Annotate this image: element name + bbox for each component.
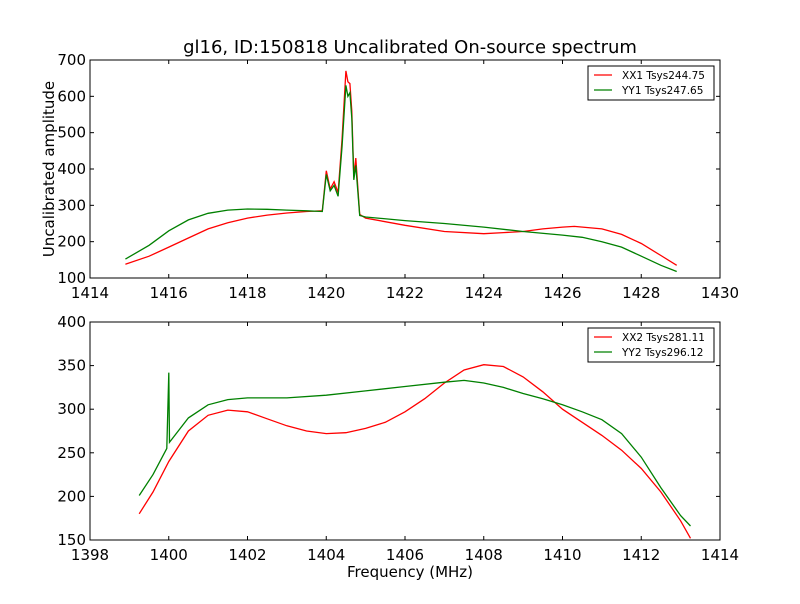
legend: XX1 Tsys244.75 YY1 Tsys247.65 xyxy=(587,65,715,101)
legend-box xyxy=(587,65,715,101)
x-tick-label: 1404 xyxy=(307,546,345,564)
y-tick-label: 300 xyxy=(57,400,86,418)
subplot-1: 1414 1416 1418 1420 1422 1424 1426 1428 1430 100 2… xyxy=(57,51,739,302)
chart-title: gl16, ID:150818 Uncalibrated On-source s… xyxy=(183,37,637,58)
x-tick-label: 1418 xyxy=(228,284,266,302)
y-tick-label: 400 xyxy=(57,160,86,178)
legend-label: YY1 Tsys247.65 xyxy=(621,85,703,97)
x-tick-label: 1406 xyxy=(386,546,424,564)
y-axis-label: Uncalibrated amplitude xyxy=(40,81,58,257)
y-tick-label: 250 xyxy=(57,444,86,462)
y-tick-label: 150 xyxy=(57,531,86,549)
y-tick-label: 700 xyxy=(57,51,86,69)
x-tick-label: 1410 xyxy=(543,546,581,564)
x-tick-label: 1412 xyxy=(622,546,660,564)
y-tick-label: 100 xyxy=(57,269,86,287)
x-tick-label: 1430 xyxy=(701,284,739,302)
x-tick-label: 1422 xyxy=(386,284,424,302)
x-axis-label: Frequency (MHz) xyxy=(347,563,473,581)
y-tick-label: 350 xyxy=(57,357,86,375)
y-tick-label: 500 xyxy=(57,124,86,142)
y-tick-label: 400 xyxy=(57,313,86,331)
x-tick-label: 1414 xyxy=(71,284,109,302)
legend-box xyxy=(587,327,715,363)
x-tick-label: 1420 xyxy=(307,284,345,302)
x-tick-label: 1414 xyxy=(701,546,739,564)
legend-label: XX1 Tsys244.75 xyxy=(622,70,705,82)
y-tick-label: 200 xyxy=(57,233,86,251)
x-tick-label: 1402 xyxy=(228,546,266,564)
legend-label: XX2 Tsys281.11 xyxy=(622,332,705,344)
x-tick-label: 1408 xyxy=(465,546,503,564)
x-tick-label: 1400 xyxy=(150,546,188,564)
x-tick-label: 1416 xyxy=(150,284,188,302)
legend: XX2 Tsys281.11 YY2 Tsys296.12 xyxy=(587,327,715,363)
x-tick-label: 1428 xyxy=(622,284,660,302)
x-tick-label: 1424 xyxy=(465,284,503,302)
subplot-2: 1398 1400 1402 1404 1406 1408 1410 1412 1414 150 2… xyxy=(57,313,739,564)
y-tick-label: 300 xyxy=(57,196,86,214)
series-line-xx1 xyxy=(125,70,678,266)
series-line-xx2 xyxy=(138,364,692,539)
y-tick-label: 600 xyxy=(57,87,86,105)
series-line-yy1 xyxy=(125,85,677,273)
x-tick-label: 1398 xyxy=(71,546,109,564)
x-tick-label: 1426 xyxy=(543,284,581,302)
series-line-yy2 xyxy=(138,372,691,527)
y-tick-label: 200 xyxy=(57,487,86,505)
legend-label: YY2 Tsys296.12 xyxy=(621,347,703,359)
